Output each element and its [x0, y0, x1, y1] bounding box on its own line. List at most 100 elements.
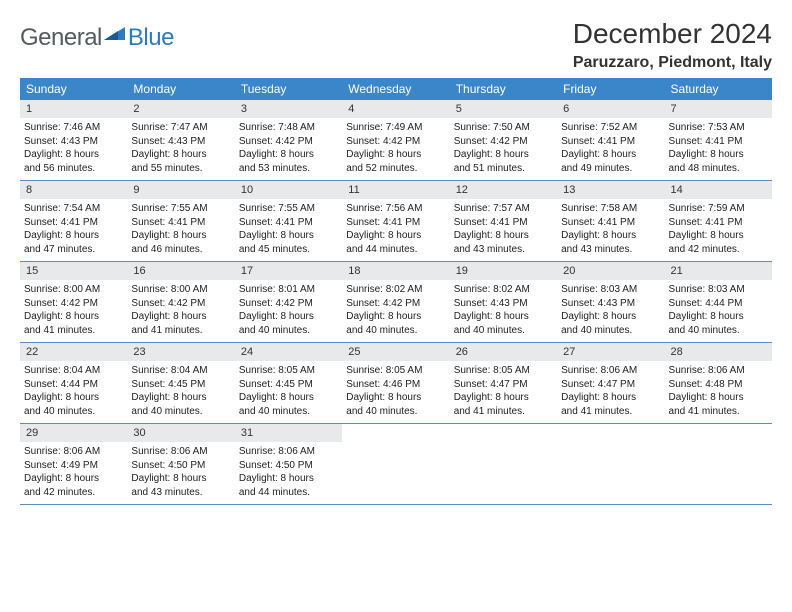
- day-cell: 8Sunrise: 7:54 AMSunset: 4:41 PMDaylight…: [20, 181, 127, 261]
- day-body: Sunrise: 7:46 AMSunset: 4:43 PMDaylight:…: [20, 118, 127, 175]
- daylight-text-1: Daylight: 8 hours: [669, 391, 768, 405]
- day-body: Sunrise: 7:47 AMSunset: 4:43 PMDaylight:…: [127, 118, 234, 175]
- sunrise-text: Sunrise: 7:55 AM: [239, 202, 338, 216]
- daylight-text-1: Daylight: 8 hours: [131, 472, 230, 486]
- daylight-text-2: and 41 minutes.: [454, 405, 553, 419]
- day-number: 17: [235, 262, 342, 280]
- day-body: Sunrise: 7:49 AMSunset: 4:42 PMDaylight:…: [342, 118, 449, 175]
- day-cell: 29Sunrise: 8:06 AMSunset: 4:49 PMDayligh…: [20, 424, 127, 504]
- sunset-text: Sunset: 4:42 PM: [346, 135, 445, 149]
- sunrise-text: Sunrise: 7:53 AM: [669, 121, 768, 135]
- sunset-text: Sunset: 4:41 PM: [454, 216, 553, 230]
- day-cell: 26Sunrise: 8:05 AMSunset: 4:47 PMDayligh…: [450, 343, 557, 423]
- daylight-text-2: and 40 minutes.: [239, 324, 338, 338]
- sunrise-text: Sunrise: 7:52 AM: [561, 121, 660, 135]
- weekday-header-cell: Saturday: [665, 78, 772, 100]
- daylight-text-1: Daylight: 8 hours: [239, 310, 338, 324]
- sunset-text: Sunset: 4:50 PM: [131, 459, 230, 473]
- daylight-text-2: and 46 minutes.: [131, 243, 230, 257]
- day-body: Sunrise: 8:02 AMSunset: 4:43 PMDaylight:…: [450, 280, 557, 337]
- daylight-text-2: and 56 minutes.: [24, 162, 123, 176]
- sunrise-text: Sunrise: 7:50 AM: [454, 121, 553, 135]
- day-body: Sunrise: 8:03 AMSunset: 4:43 PMDaylight:…: [557, 280, 664, 337]
- sunset-text: Sunset: 4:47 PM: [454, 378, 553, 392]
- empty-day-cell: [557, 424, 664, 504]
- day-number: 5: [450, 100, 557, 118]
- daylight-text-1: Daylight: 8 hours: [239, 391, 338, 405]
- logo-text-b: Blue: [128, 24, 174, 52]
- day-body: Sunrise: 7:55 AMSunset: 4:41 PMDaylight:…: [235, 199, 342, 256]
- day-body: Sunrise: 7:48 AMSunset: 4:42 PMDaylight:…: [235, 118, 342, 175]
- sunrise-text: Sunrise: 7:48 AM: [239, 121, 338, 135]
- empty-day-cell: [342, 424, 449, 504]
- day-number: 7: [665, 100, 772, 118]
- sunrise-text: Sunrise: 8:04 AM: [24, 364, 123, 378]
- sunset-text: Sunset: 4:45 PM: [239, 378, 338, 392]
- daylight-text-2: and 44 minutes.: [239, 486, 338, 500]
- sunrise-text: Sunrise: 8:00 AM: [24, 283, 123, 297]
- sunrise-text: Sunrise: 7:49 AM: [346, 121, 445, 135]
- daylight-text-1: Daylight: 8 hours: [24, 472, 123, 486]
- day-body: Sunrise: 8:06 AMSunset: 4:49 PMDaylight:…: [20, 442, 127, 499]
- day-body: Sunrise: 8:00 AMSunset: 4:42 PMDaylight:…: [20, 280, 127, 337]
- day-cell: 12Sunrise: 7:57 AMSunset: 4:41 PMDayligh…: [450, 181, 557, 261]
- sunrise-text: Sunrise: 8:04 AM: [131, 364, 230, 378]
- week-row: 29Sunrise: 8:06 AMSunset: 4:49 PMDayligh…: [20, 424, 772, 505]
- day-number: 23: [127, 343, 234, 361]
- day-number: 29: [20, 424, 127, 442]
- daylight-text-1: Daylight: 8 hours: [24, 148, 123, 162]
- day-number: 8: [20, 181, 127, 199]
- day-body: Sunrise: 7:58 AMSunset: 4:41 PMDaylight:…: [557, 199, 664, 256]
- logo: General Blue: [20, 24, 174, 52]
- daylight-text-2: and 42 minutes.: [24, 486, 123, 500]
- day-body: Sunrise: 7:57 AMSunset: 4:41 PMDaylight:…: [450, 199, 557, 256]
- day-cell: 30Sunrise: 8:06 AMSunset: 4:50 PMDayligh…: [127, 424, 234, 504]
- sunset-text: Sunset: 4:43 PM: [454, 297, 553, 311]
- daylight-text-2: and 52 minutes.: [346, 162, 445, 176]
- sunset-text: Sunset: 4:41 PM: [24, 216, 123, 230]
- sunrise-text: Sunrise: 8:06 AM: [561, 364, 660, 378]
- day-body: Sunrise: 7:50 AMSunset: 4:42 PMDaylight:…: [450, 118, 557, 175]
- daylight-text-2: and 40 minutes.: [239, 405, 338, 419]
- day-number: 22: [20, 343, 127, 361]
- day-cell: 9Sunrise: 7:55 AMSunset: 4:41 PMDaylight…: [127, 181, 234, 261]
- daylight-text-1: Daylight: 8 hours: [669, 229, 768, 243]
- day-number: 4: [342, 100, 449, 118]
- daylight-text-2: and 40 minutes.: [561, 324, 660, 338]
- sunset-text: Sunset: 4:48 PM: [669, 378, 768, 392]
- daylight-text-2: and 40 minutes.: [346, 324, 445, 338]
- day-cell: 31Sunrise: 8:06 AMSunset: 4:50 PMDayligh…: [235, 424, 342, 504]
- daylight-text-2: and 44 minutes.: [346, 243, 445, 257]
- sunrise-text: Sunrise: 8:05 AM: [239, 364, 338, 378]
- day-number: 9: [127, 181, 234, 199]
- sunset-text: Sunset: 4:41 PM: [669, 216, 768, 230]
- day-number: 25: [342, 343, 449, 361]
- weekday-header-cell: Sunday: [20, 78, 127, 100]
- daylight-text-1: Daylight: 8 hours: [239, 229, 338, 243]
- daylight-text-1: Daylight: 8 hours: [454, 391, 553, 405]
- sunset-text: Sunset: 4:49 PM: [24, 459, 123, 473]
- day-cell: 21Sunrise: 8:03 AMSunset: 4:44 PMDayligh…: [665, 262, 772, 342]
- daylight-text-1: Daylight: 8 hours: [454, 310, 553, 324]
- sunset-text: Sunset: 4:42 PM: [239, 297, 338, 311]
- empty-day-cell: [450, 424, 557, 504]
- day-cell: 18Sunrise: 8:02 AMSunset: 4:42 PMDayligh…: [342, 262, 449, 342]
- day-number: 14: [665, 181, 772, 199]
- day-body: Sunrise: 7:54 AMSunset: 4:41 PMDaylight:…: [20, 199, 127, 256]
- header-row: General Blue December 2024 Paruzzaro, Pi…: [20, 18, 772, 72]
- day-cell: 22Sunrise: 8:04 AMSunset: 4:44 PMDayligh…: [20, 343, 127, 423]
- sunrise-text: Sunrise: 8:05 AM: [454, 364, 553, 378]
- weekday-header: SundayMondayTuesdayWednesdayThursdayFrid…: [20, 78, 772, 100]
- sunrise-text: Sunrise: 7:58 AM: [561, 202, 660, 216]
- day-body: Sunrise: 8:05 AMSunset: 4:47 PMDaylight:…: [450, 361, 557, 418]
- daylight-text-1: Daylight: 8 hours: [131, 310, 230, 324]
- day-cell: 10Sunrise: 7:55 AMSunset: 4:41 PMDayligh…: [235, 181, 342, 261]
- day-number: 28: [665, 343, 772, 361]
- sunrise-text: Sunrise: 8:02 AM: [454, 283, 553, 297]
- weekday-header-cell: Tuesday: [235, 78, 342, 100]
- day-body: Sunrise: 8:05 AMSunset: 4:45 PMDaylight:…: [235, 361, 342, 418]
- weekday-header-cell: Friday: [557, 78, 664, 100]
- daylight-text-1: Daylight: 8 hours: [346, 229, 445, 243]
- daylight-text-2: and 48 minutes.: [669, 162, 768, 176]
- daylight-text-2: and 41 minutes.: [24, 324, 123, 338]
